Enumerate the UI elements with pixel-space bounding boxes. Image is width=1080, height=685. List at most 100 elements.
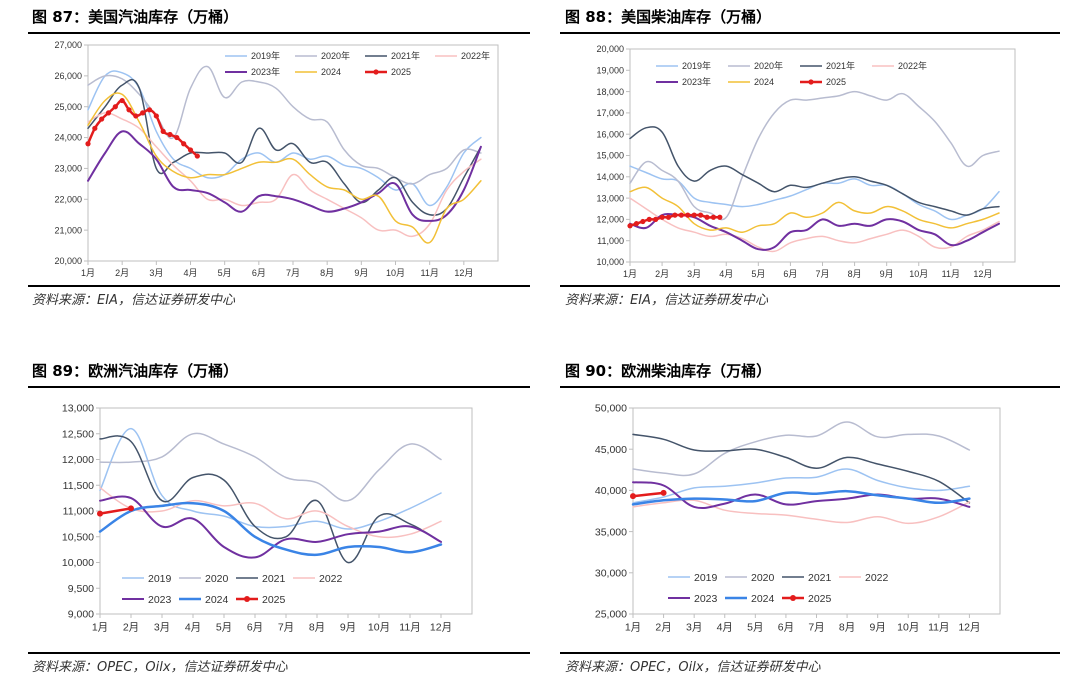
x-tick-label: 10月 xyxy=(909,269,928,279)
series-point-2025 xyxy=(126,107,132,113)
legend-label: 2024 xyxy=(751,593,775,605)
figure-title-88: 图 88：美国柴油库存（万桶） xyxy=(565,8,772,26)
x-tick-label: 3月 xyxy=(149,268,163,278)
series-line-2021年 xyxy=(629,126,1000,216)
legend-label: 2019年 xyxy=(682,60,711,71)
series-point-2025 xyxy=(653,216,659,222)
y-tick-label: 14,000 xyxy=(596,172,624,182)
series-point-2025 xyxy=(181,141,187,147)
series-point-2025 xyxy=(140,110,146,116)
y-tick-label: 11,000 xyxy=(597,236,624,246)
y-tick-label: 45,000 xyxy=(595,444,627,456)
series-line-2019 xyxy=(99,427,442,530)
x-tick-label: 11月 xyxy=(420,268,438,278)
y-tick-label: 16,000 xyxy=(596,129,624,139)
y-tick-label: 11,500 xyxy=(63,480,94,492)
x-tick-label: 1月 xyxy=(92,622,108,634)
series-point-2025 xyxy=(133,113,139,119)
x-tick-label: 10月 xyxy=(368,622,390,634)
title-rule xyxy=(560,32,1060,34)
x-tick-label: 7月 xyxy=(286,268,300,278)
x-tick-label: 7月 xyxy=(815,269,829,279)
y-tick-label: 17,000 xyxy=(596,108,624,118)
y-tick-label: 9,500 xyxy=(68,583,94,595)
series-point-2025 xyxy=(119,97,125,104)
series-point-2025 xyxy=(691,212,697,218)
legend-label: 2025 xyxy=(391,67,411,77)
x-tick-label: 4月 xyxy=(183,268,197,278)
x-tick-label: 2月 xyxy=(123,622,139,634)
series-line-2024 xyxy=(631,489,971,506)
series-line-2022 xyxy=(632,499,971,525)
series-point-2025 xyxy=(85,141,91,147)
legend-label: 2020 xyxy=(205,573,229,585)
series-point-2025 xyxy=(153,113,159,119)
source-note: 资料来源：EIA，信达证券研发中心 xyxy=(32,293,235,308)
x-tick-label: 9月 xyxy=(869,622,885,634)
y-tick-label: 19,000 xyxy=(596,65,624,75)
y-tick-label: 30,000 xyxy=(595,567,627,579)
y-tick-label: 10,000 xyxy=(62,557,94,569)
us-gasoline-chart: 20,000 21,000 22,000 23,000 24,000 25,000 26,0… xyxy=(54,40,499,278)
legend-label: 2025 xyxy=(826,77,846,87)
y-tick-label: 10,000 xyxy=(596,257,624,267)
legend-marker xyxy=(373,69,379,75)
series-point-2025 xyxy=(704,214,710,220)
source-rule xyxy=(560,652,1060,654)
series-line-2022年 xyxy=(629,197,1000,253)
series-point-2025 xyxy=(160,128,166,134)
legend-label: 2019 xyxy=(148,573,172,585)
series-point-2025 xyxy=(665,214,672,220)
x-tick-label: 1月 xyxy=(81,268,95,278)
series-line-2019 xyxy=(632,468,971,504)
legend-label: 2022年 xyxy=(898,60,927,71)
series-point-2025 xyxy=(112,104,118,110)
series-point-2025 xyxy=(660,489,667,496)
legend-label: 2022 xyxy=(319,573,343,585)
legend-label: 2023年 xyxy=(682,76,711,87)
y-tick-label: 20,000 xyxy=(54,256,82,266)
series-point-2025 xyxy=(697,212,704,218)
legend-label: 2022年 xyxy=(461,50,490,61)
series-point-2025 xyxy=(92,125,98,131)
series-line-2020年 xyxy=(629,90,1000,221)
x-tick-label: 8月 xyxy=(309,622,325,634)
europe-gasoline-chart: 9,000 9,500 10,000 10,500 11,000 11,500 12,000… xyxy=(62,403,473,634)
series-line-2019年 xyxy=(87,70,482,207)
x-tick-label: 11月 xyxy=(928,622,949,634)
legend-label: 2024 xyxy=(321,67,341,77)
series-point-2025 xyxy=(146,107,153,113)
series-point-2025 xyxy=(627,223,633,229)
title-rule xyxy=(28,386,530,388)
x-tick-label: 3月 xyxy=(687,269,701,279)
series-point-2025 xyxy=(717,214,723,220)
series-point-2025 xyxy=(97,510,103,517)
x-tick-label: 12月 xyxy=(454,268,473,278)
figure-title-90: 图 90：欧洲柴油库存（万桶） xyxy=(565,362,772,380)
europe-diesel-chart: 25,000 30,000 35,000 40,000 45,000 50,000 1月 2月… xyxy=(595,403,1001,634)
series-point-2025 xyxy=(105,110,112,116)
series-point-2025 xyxy=(646,216,652,222)
x-tick-label: 8月 xyxy=(848,269,862,279)
y-tick-label: 21,000 xyxy=(54,225,82,235)
series-line-2020 xyxy=(632,421,971,477)
y-tick-label: 26,000 xyxy=(54,71,82,81)
y-tick-label: 20,000 xyxy=(596,44,624,54)
series-line-2020 xyxy=(99,432,442,502)
y-tick-label: 9,000 xyxy=(68,609,94,621)
y-tick-label: 13,000 xyxy=(596,193,624,203)
legend-label: 2023年 xyxy=(251,66,280,77)
x-tick-label: 2月 xyxy=(655,269,669,279)
series-line-2024 xyxy=(98,501,443,557)
legend-label: 2025 xyxy=(262,594,286,606)
series-point-2025 xyxy=(630,493,636,500)
legend-label: 2023 xyxy=(694,593,718,605)
series-point-2025 xyxy=(640,218,646,225)
y-tick-label: 13,000 xyxy=(62,403,94,415)
legend-label: 2021年 xyxy=(391,50,420,61)
series-point-2025 xyxy=(174,134,180,141)
y-tick-label: 12,000 xyxy=(596,215,624,225)
series-point-2025 xyxy=(672,212,678,218)
y-tick-label: 25,000 xyxy=(595,609,627,621)
series-point-2025 xyxy=(128,505,134,512)
